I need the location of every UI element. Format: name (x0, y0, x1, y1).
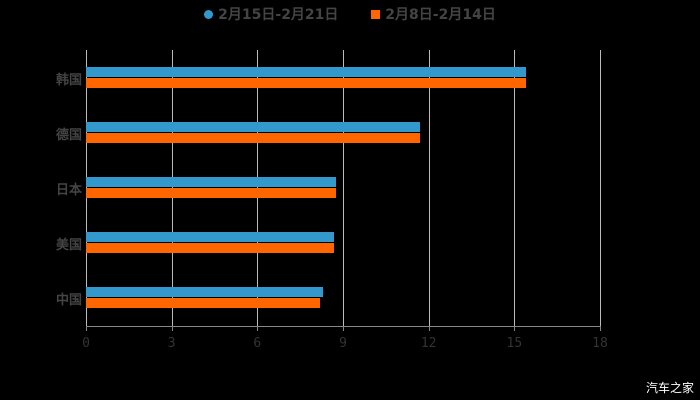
bar[interactable] (86, 78, 526, 88)
x-tick (343, 326, 344, 331)
x-tick-label: 15 (506, 336, 523, 351)
category-label: 中国 (55, 293, 82, 308)
x-axis (86, 326, 600, 327)
gridline (600, 50, 601, 326)
bar[interactable] (86, 232, 335, 242)
legend-dot-icon (204, 9, 214, 19)
legend-label: 2月8日-2月14日 (385, 7, 496, 23)
x-tick (257, 326, 259, 331)
bar[interactable] (86, 188, 336, 198)
x-tick (171, 326, 173, 331)
gridline (514, 50, 516, 326)
x-tick-label: 0 (82, 336, 90, 351)
bar[interactable] (86, 133, 421, 143)
x-tick (600, 326, 601, 331)
legend-label: 2月15日-2月21日 (218, 7, 339, 23)
bar[interactable] (86, 287, 323, 297)
x-tick-label: 9 (339, 336, 347, 351)
bar[interactable] (86, 122, 421, 132)
x-tick-label: 12 (420, 336, 437, 351)
x-tick (514, 326, 516, 331)
category-label: 日本 (55, 183, 82, 198)
legend-item-series-1[interactable]: 2月15日-2月21日 (204, 4, 338, 24)
category-label: 美国 (55, 238, 82, 253)
x-tick-label: 3 (167, 336, 176, 351)
bar[interactable] (86, 177, 336, 187)
bar[interactable] (86, 67, 526, 77)
watermark: 汽车之家 (645, 381, 694, 395)
x-tick (86, 326, 87, 331)
x-tick-label: 6 (253, 336, 262, 351)
x-tick-label: 18 (592, 336, 608, 351)
chart-legend: 2月15日-2月21日 2月8日-2月14日 (0, 4, 700, 24)
bar[interactable] (86, 243, 335, 253)
gridline (343, 50, 344, 326)
bar[interactable] (86, 298, 321, 308)
legend-item-series-2[interactable]: 2月8日-2月14日 (371, 4, 496, 24)
category-label: 德国 (55, 128, 82, 143)
x-tick (428, 326, 430, 331)
legend-square-icon (371, 9, 381, 19)
gridline (428, 50, 430, 326)
category-label: 韩国 (55, 73, 82, 88)
